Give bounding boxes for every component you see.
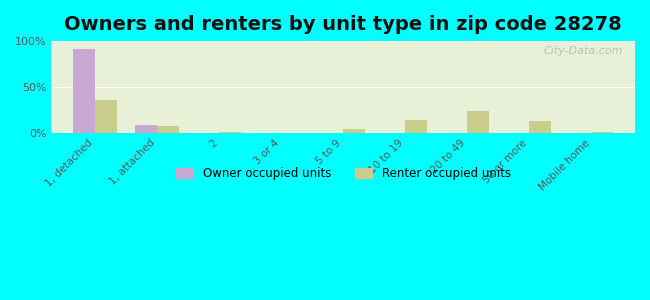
Bar <box>592 132 613 133</box>
Bar <box>95 100 116 133</box>
Bar <box>157 126 179 133</box>
Text: City-Data.com: City-Data.com <box>544 46 623 56</box>
Bar <box>406 120 427 133</box>
Legend: Owner occupied units, Renter occupied units: Owner occupied units, Renter occupied un… <box>172 164 515 184</box>
Bar <box>467 111 489 133</box>
Bar <box>135 125 157 133</box>
Bar <box>73 50 95 133</box>
Bar <box>343 129 365 133</box>
Bar <box>219 132 240 133</box>
Bar <box>530 121 551 133</box>
Title: Owners and renters by unit type in zip code 28278: Owners and renters by unit type in zip c… <box>64 15 622 34</box>
